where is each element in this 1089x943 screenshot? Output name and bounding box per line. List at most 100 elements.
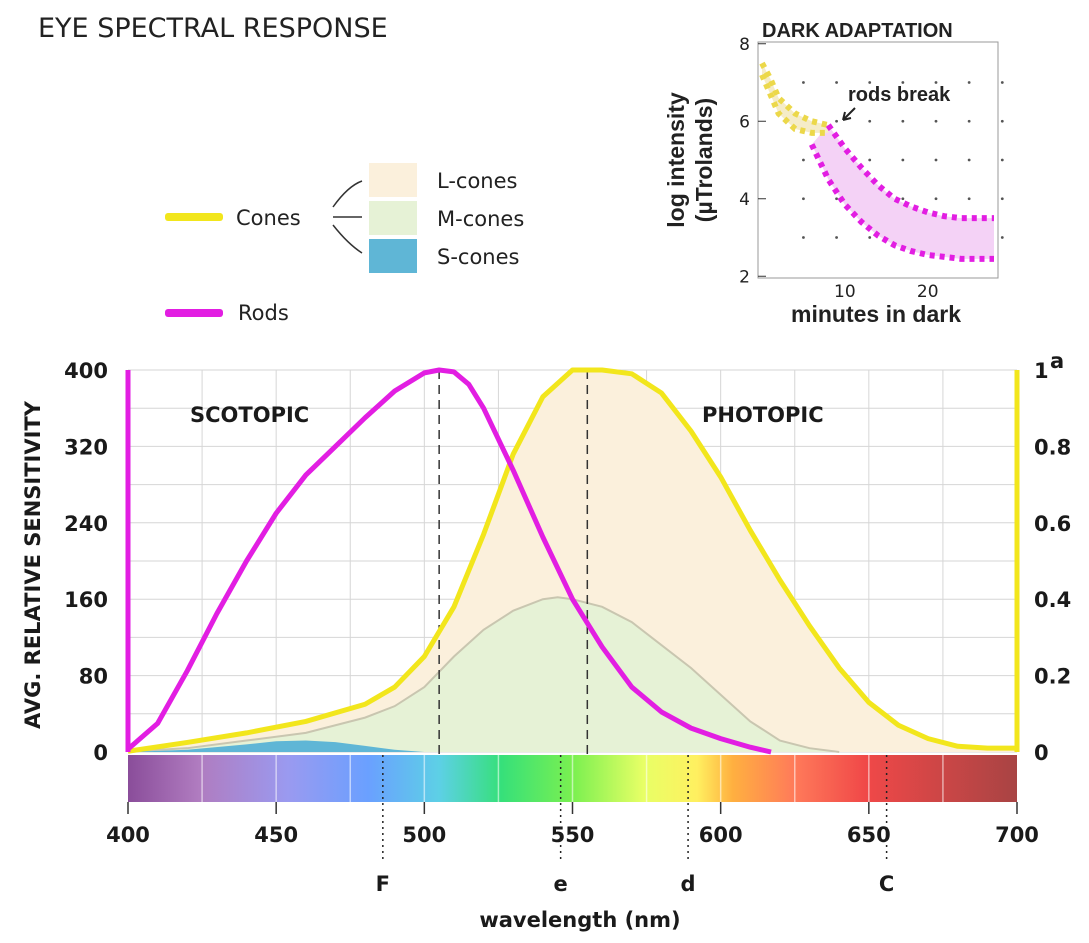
inset-grid-dot: [802, 197, 805, 201]
m-cones-legend-label: M-cones: [437, 207, 524, 231]
inset-grid-dot: [901, 197, 905, 201]
inset-cones-line: [759, 73, 829, 136]
y-tick-label: 0: [93, 741, 108, 765]
l-cones-legend-label: L-cones: [437, 169, 517, 193]
inset-y-tick-label: 8: [739, 35, 750, 55]
inset-x-tick-label: 10: [834, 282, 856, 302]
y2-tick-label: 1: [1034, 359, 1049, 383]
inset-grid-dot: [835, 236, 838, 239]
y2-superscript: a: [1050, 349, 1064, 373]
x-tick-label: 500: [402, 823, 446, 847]
cones-legend-swatch: [165, 213, 223, 221]
inset-plot-area: [757, 41, 999, 279]
y-tick-label: 320: [64, 435, 108, 459]
inset-y-tick-label: 2: [739, 267, 750, 287]
spectral-response-chart: 400 450 500 550 600 650 700 0 80 160 240 320 400 0 0.2…: [21, 349, 1071, 932]
inset-grid-dot: [1000, 197, 1004, 201]
main-chart-fills: [127, 370, 1017, 802]
inset-grid-dot: [868, 119, 872, 123]
x-tick-label: 600: [699, 823, 743, 847]
region-label-photopic: PHOTOPIC: [702, 403, 824, 427]
x-tick-label: 400: [106, 823, 150, 847]
y2-tick-label: 0: [1034, 741, 1049, 765]
inset-grid-dot: [868, 236, 872, 239]
main-x-axis-label: wavelength (nm): [479, 908, 680, 932]
inset-cones-line: [759, 61, 829, 129]
x-tick-label: 700: [995, 823, 1039, 847]
s-cones-area: [128, 740, 425, 752]
inset-grid-dot: [1000, 236, 1004, 239]
inset-grid-dot: [934, 158, 938, 162]
region-label-scotopic: SCOTOPIC: [190, 403, 309, 427]
y-tick-label: 160: [64, 588, 108, 612]
y-tick-label: 400: [64, 359, 108, 383]
inset-grid-dot: [835, 119, 838, 123]
inset-grid-dot: [967, 197, 971, 201]
inset-grid-dot: [901, 119, 905, 123]
inset-ticks: 2 4 6 8 10 20: [739, 35, 938, 302]
inset-grid-dot: [802, 236, 805, 239]
page-title: EYE SPECTRAL RESPONSE: [38, 13, 388, 44]
x-tick-label: 550: [551, 823, 595, 847]
inset-grid-dot: [835, 197, 838, 201]
inset-grid-dot: [934, 119, 938, 123]
inset-grid-dot: [835, 81, 838, 84]
spectrum-grid: [201, 755, 944, 802]
rods-series-line: [126, 367, 772, 755]
rods-legend-swatch: [165, 309, 223, 317]
inset-grid-dot: [934, 197, 938, 201]
x-tick-label: 450: [254, 823, 298, 847]
inset-rods-line: [809, 143, 994, 262]
inset-grid-dot: [967, 158, 971, 162]
inset-rods-band-area: [811, 125, 994, 259]
y2-tick-label: 0.6: [1034, 512, 1071, 536]
inset-grid-dot: [802, 81, 805, 84]
inset-annotation: rods break: [848, 84, 951, 106]
spectral-line-label: F: [376, 872, 390, 896]
inset-grid-dot: [1000, 119, 1004, 123]
main-chart-lines: [126, 367, 1017, 755]
inset-grid-dot: [967, 119, 971, 123]
legend: Cones L-cones M-cones S-cones Rods: [165, 163, 524, 325]
y-tick-label: 80: [79, 665, 108, 689]
inset-grid-dot: [901, 81, 905, 84]
inset-grid-dot: [901, 158, 905, 162]
inset-grid-dot: [802, 158, 805, 162]
inset-grid-dot: [934, 81, 938, 84]
main-chart-axes: [125, 370, 1020, 752]
m-cones-legend-swatch: [369, 201, 417, 235]
inset-grid-dot: [1000, 158, 1004, 162]
inset-title: DARK ADAPTATION: [762, 20, 953, 42]
inset-annotation-arrow: [842, 107, 856, 121]
inset-y-axis-label-line2: (µTrolands): [691, 98, 717, 222]
y2-tick-label: 0.2: [1034, 665, 1071, 689]
inset-rods-line: [825, 123, 994, 222]
m-cones-outline: [127, 596, 840, 753]
cones-legend-label: Cones: [236, 206, 301, 230]
spectral-line-label: e: [554, 872, 568, 896]
inset-y-tick-label: 4: [739, 190, 750, 210]
y-tick-label: 240: [64, 512, 108, 536]
inset-grid-dot: [967, 81, 971, 84]
inset-y-axis-label: log intensity (µTrolands): [663, 92, 717, 228]
spectral-line-label: C: [879, 872, 894, 896]
cones-series-line: [127, 367, 1017, 754]
main-y-axis-label: AVG. RELATIVE SENSITIVITY: [21, 400, 45, 729]
y2-tick-label: 0.8: [1034, 435, 1071, 459]
l-cones-legend-swatch: [369, 163, 417, 197]
x-tick-label: 650: [847, 823, 891, 847]
inset-x-axis-label: minutes in dark: [791, 301, 961, 327]
inset-grid-dot: [868, 81, 872, 84]
inset-grid-dot: [1000, 81, 1004, 84]
main-chart-ticks: 400 450 500 550 600 650 700 0 80 160 240 320 400 0 0.2…: [64, 349, 1071, 847]
inset-x-tick-label: 20: [917, 282, 939, 302]
rods-legend-label: Rods: [238, 301, 289, 325]
dark-adaptation-chart: 2 4 6 8 10 20 DARK ADAPTATION minutes in dark…: [663, 20, 1004, 327]
inset-lines: [759, 61, 994, 262]
spectral-line-label: d: [681, 872, 696, 896]
y2-tick-label: 0.4: [1034, 588, 1071, 612]
l-cones-area: [128, 370, 1017, 752]
legend-brace: [332, 180, 363, 254]
